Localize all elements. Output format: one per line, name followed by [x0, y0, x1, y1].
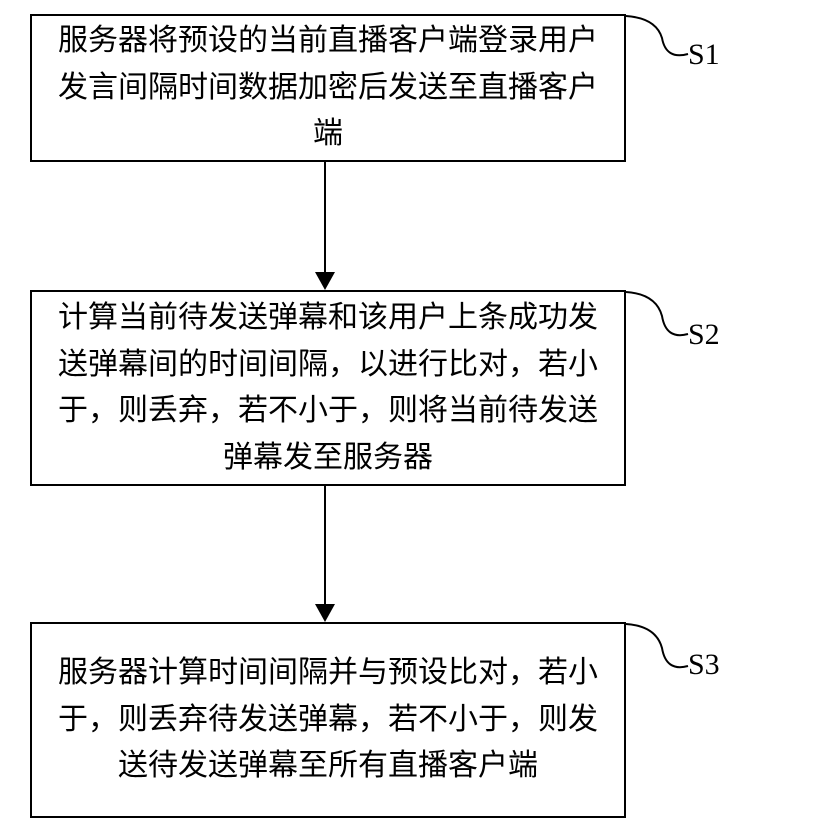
- flow-step-s1: 服务器将预设的当前直播客户端登录用户发言间隔时间数据加密后发送至直播客户端: [30, 14, 626, 162]
- brace-s1-icon: [626, 16, 688, 76]
- brace-s3-icon: [626, 624, 688, 686]
- flow-step-s2: 计算当前待发送弹幕和该用户上条成功发送弹幕间的时间间隔，以进行比对，若小于，则丢…: [30, 290, 626, 486]
- brace-s2-icon: [626, 292, 688, 354]
- flow-step-s3: 服务器计算时间间隔并与预设比对，若小于，则丢弃待发送弹幕，若不小于，则发送待发送…: [30, 622, 626, 818]
- arrow-s1-s2-head-icon: [315, 272, 335, 290]
- step-label-s3: S3: [688, 648, 720, 682]
- arrow-s2-s3-head-icon: [315, 604, 335, 622]
- step-label-s2: S2: [688, 318, 720, 352]
- flow-step-text: 服务器计算时间间隔并与预设比对，若小于，则丢弃待发送弹幕，若不小于，则发送待发送…: [46, 650, 610, 790]
- flow-step-text: 服务器将预设的当前直播客户端登录用户发言间隔时间数据加密后发送至直播客户端: [46, 18, 610, 158]
- flow-step-text: 计算当前待发送弹幕和该用户上条成功发送弹幕间的时间间隔，以进行比对，若小于，则丢…: [46, 295, 610, 481]
- arrow-s1-s2-stem: [324, 162, 326, 272]
- arrow-s2-s3-stem: [324, 486, 326, 604]
- step-label-s1: S1: [688, 38, 720, 72]
